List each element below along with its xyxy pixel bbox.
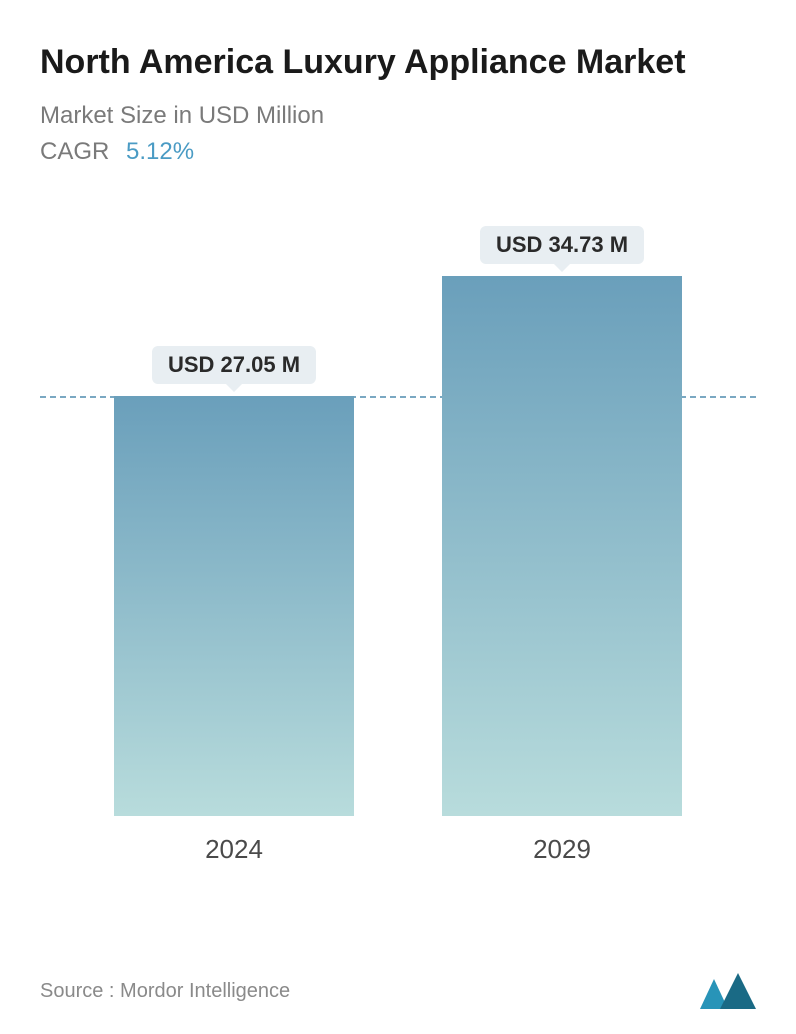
chart-title: North America Luxury Appliance Market [40, 40, 756, 84]
source-name: Mordor Intelligence [120, 980, 290, 1002]
value-label-0: USD 27.05 M [152, 346, 316, 384]
chart-area: USD 27.05 M USD 34.73 M 2024 2029 [40, 216, 756, 876]
value-label-1: USD 34.73 M [480, 226, 644, 264]
chart-subtitle: Market Size in USD Million [40, 102, 756, 130]
xlabel-0: 2024 [114, 834, 354, 865]
bar-1 [442, 276, 682, 816]
bar-group-1: USD 34.73 M [442, 226, 682, 816]
cagr-value: 5.12% [126, 138, 194, 165]
bar-0 [114, 396, 354, 817]
bars-container: USD 27.05 M USD 34.73 M [40, 216, 756, 816]
bar-group-0: USD 27.05 M [114, 346, 354, 817]
x-axis-labels: 2024 2029 [40, 816, 756, 865]
mordor-logo-icon [700, 973, 756, 1009]
cagr-label: CAGR [40, 138, 109, 165]
footer: Source : Mordor Intelligence [40, 973, 756, 1009]
source-label: Source : [40, 980, 114, 1002]
xlabel-1: 2029 [442, 834, 682, 865]
source-text: Source : Mordor Intelligence [40, 980, 290, 1003]
cagr-row: CAGR 5.12% [40, 138, 756, 166]
